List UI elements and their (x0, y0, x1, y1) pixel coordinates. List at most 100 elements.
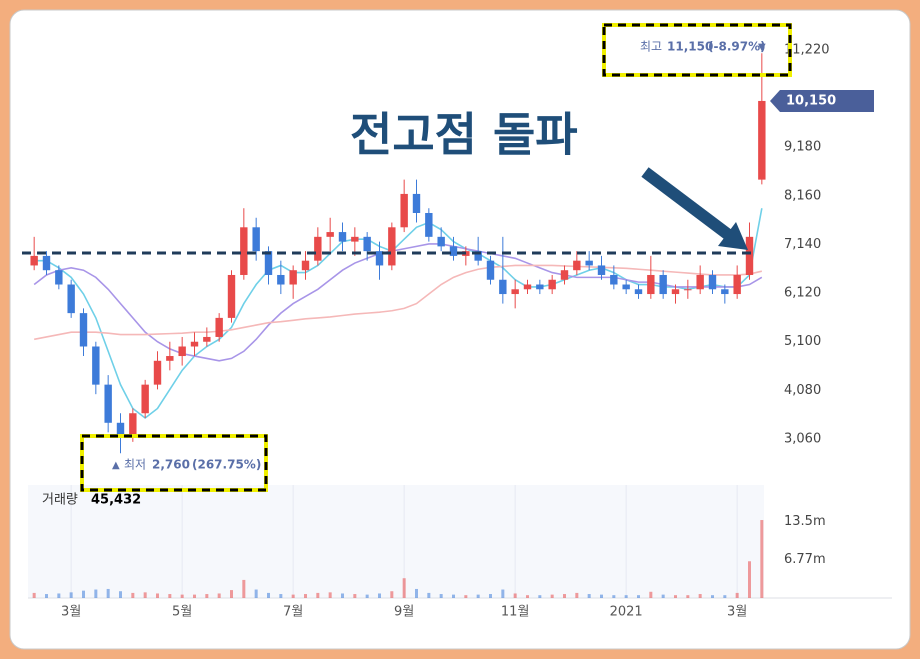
volume-pane (28, 485, 764, 598)
candle-body (684, 289, 692, 291)
volume-bar (57, 593, 61, 598)
candle-body (696, 274, 704, 290)
volume-bar (637, 595, 640, 598)
max-prefix: 최고 (640, 40, 662, 54)
volume-bar (476, 594, 480, 598)
candle-body (437, 236, 445, 247)
moving-average (34, 208, 763, 420)
volume-value: 45,432 (91, 493, 141, 508)
candle-body (412, 193, 421, 213)
candle-body (240, 227, 248, 275)
candle-body (585, 260, 593, 266)
y-tick-label: 3,060 (784, 431, 821, 446)
volume-bar (501, 589, 505, 598)
volume-bar (686, 595, 690, 598)
volume-bar (624, 595, 628, 598)
volume-bar (563, 594, 566, 598)
candle-body (55, 270, 63, 285)
candle-body (116, 422, 125, 438)
candle-body (499, 279, 507, 295)
candle-body (400, 193, 408, 228)
candle-body (289, 270, 297, 285)
volume-bar (119, 591, 122, 598)
max-change: (-8.97%) (708, 40, 766, 54)
y-tick-label: 8,160 (784, 188, 821, 203)
candle-body (190, 341, 199, 347)
volume-bar (69, 592, 73, 598)
arrow-shaft (641, 167, 734, 241)
candle-body (597, 265, 606, 275)
volume-bar (94, 589, 98, 598)
volume-bar (735, 592, 739, 598)
candle-body (30, 255, 38, 266)
candle-body (92, 346, 100, 385)
candle-body (610, 274, 618, 285)
candle-body (351, 236, 359, 242)
candle-body (215, 317, 223, 337)
x-tick-label: 11월 (501, 605, 530, 620)
volume-bar (254, 589, 258, 598)
candle-body (104, 384, 112, 423)
candle-body (314, 236, 322, 261)
volume-bar (452, 594, 455, 598)
candle-body (536, 284, 544, 290)
volume-bar (365, 594, 369, 598)
x-tick-label: 9월 (394, 605, 414, 620)
volume-bar (439, 594, 443, 598)
volume-bar (291, 594, 295, 598)
volume-bar (661, 594, 665, 598)
x-tick-label: 3월 (727, 605, 747, 620)
volume-bar (193, 594, 196, 598)
candle-body (745, 236, 754, 275)
volume-bar (156, 593, 159, 598)
arrow-head (718, 222, 748, 250)
volume-bar (131, 592, 135, 598)
y-tick-label: 11,220 (784, 42, 830, 57)
volume-bar (230, 590, 233, 598)
volume-bar (267, 592, 270, 598)
candle-body (388, 227, 396, 266)
volume-bar (328, 592, 332, 598)
volume-bar (341, 593, 344, 598)
volume-bar (304, 594, 307, 598)
volume-bar (489, 594, 492, 598)
candle-body (129, 413, 137, 438)
volume-bar (587, 594, 591, 598)
volume-bar (427, 592, 431, 598)
min-change: (267.75%) (192, 458, 261, 472)
volume-bar (674, 595, 677, 598)
volume-bar (316, 592, 320, 598)
volume-bar (402, 578, 406, 598)
y-tick-label: 5,100 (784, 334, 821, 349)
y-tick-label: 6,120 (784, 286, 821, 301)
volume-bar (143, 592, 147, 598)
volume-tick-label: 13.5m (784, 514, 826, 529)
volume-bar (723, 595, 727, 598)
volume-bar (106, 588, 110, 598)
candle-body (178, 346, 186, 357)
max-marker: ▼ (758, 42, 766, 53)
candle-body (659, 274, 667, 295)
candle-body (647, 274, 655, 295)
candle-body (264, 251, 273, 275)
volume-bar (748, 561, 751, 598)
candle-body (449, 246, 458, 256)
volume-bar (612, 595, 616, 598)
volume-bar (217, 593, 221, 598)
candle-body (523, 284, 532, 290)
min-prefix: 최저 (124, 458, 146, 472)
candle-body (733, 274, 741, 295)
volume-bar (82, 590, 85, 598)
x-tick-label: 3월 (61, 605, 81, 620)
volume-bar (45, 594, 48, 598)
volume-bar (279, 594, 283, 598)
price-tag-label: 10,150 (786, 93, 836, 108)
candle-body (486, 260, 495, 280)
volume-tick-label: 6.77m (784, 552, 826, 567)
volume-bar (168, 594, 172, 598)
candle-body (326, 232, 334, 237)
candle-body (301, 260, 310, 271)
candle-body (141, 384, 149, 414)
volume-bar (464, 595, 468, 598)
